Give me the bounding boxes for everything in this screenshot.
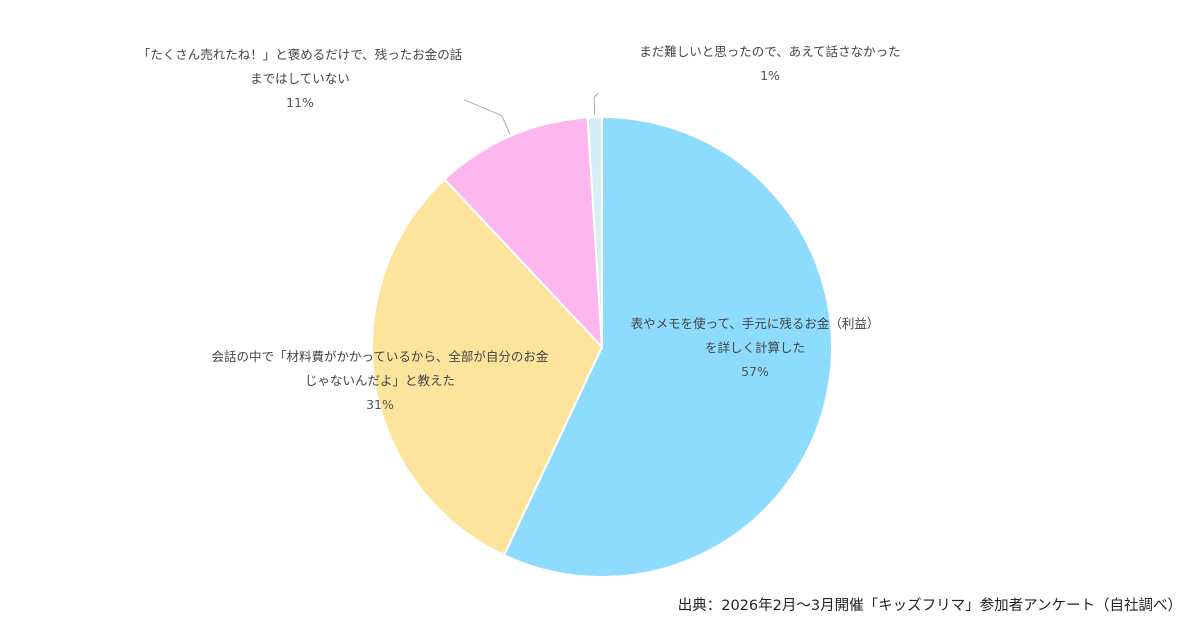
slice-label-line: 「たくさん売れたね！」と褒めるだけで、残ったお金の話 xyxy=(137,47,463,62)
leader-line-did-not-talk xyxy=(593,92,599,116)
slice-value-label: 57% xyxy=(741,364,769,379)
slice-praised-only xyxy=(443,116,604,350)
slice-label-calculated-profit: 表やメモを使って、手元に残るお金（利益） を詳しく計算した 57% xyxy=(620,312,890,384)
slice-label-line: 表やメモを使って、手元に残るお金（利益） xyxy=(630,316,880,331)
slice-label-praised-only: 「たくさん売れたね！」と褒めるだけで、残ったお金の話 まではしていない 11% xyxy=(120,43,480,115)
slice-value-label: 1% xyxy=(760,68,780,83)
slice-label-line: まではしていない xyxy=(250,71,350,86)
slice-label-line: まだ難しいと思ったので、あえて話さなかった xyxy=(639,44,901,59)
slice-label-line: 会話の中で「材料費がかかっているから、全部が自分のお金 xyxy=(211,349,549,364)
slice-label-did-not-talk: まだ難しいと思ったので、あえて話さなかった 1% xyxy=(610,40,930,88)
source-note: 出典：2026年2月〜3月開催「キッズフリマ」参加者アンケート（自社調べ） xyxy=(677,598,1182,614)
slice-value-label: 31% xyxy=(366,397,394,412)
leader-line-praised-only xyxy=(463,99,511,135)
slice-label-line: じゃないんだよ」と教えた xyxy=(304,373,455,388)
slice-did-not-talk xyxy=(586,115,603,348)
slice-taught-in-conversation xyxy=(371,177,604,557)
slice-label-line: を詳しく計算した xyxy=(704,340,805,355)
slice-value-label: 11% xyxy=(286,95,314,110)
slice-label-taught-in-conversation: 会話の中で「材料費がかかっているから、全部が自分のお金 じゃないんだよ」と教えた… xyxy=(180,345,580,417)
slice-calculated-profit xyxy=(502,115,833,578)
